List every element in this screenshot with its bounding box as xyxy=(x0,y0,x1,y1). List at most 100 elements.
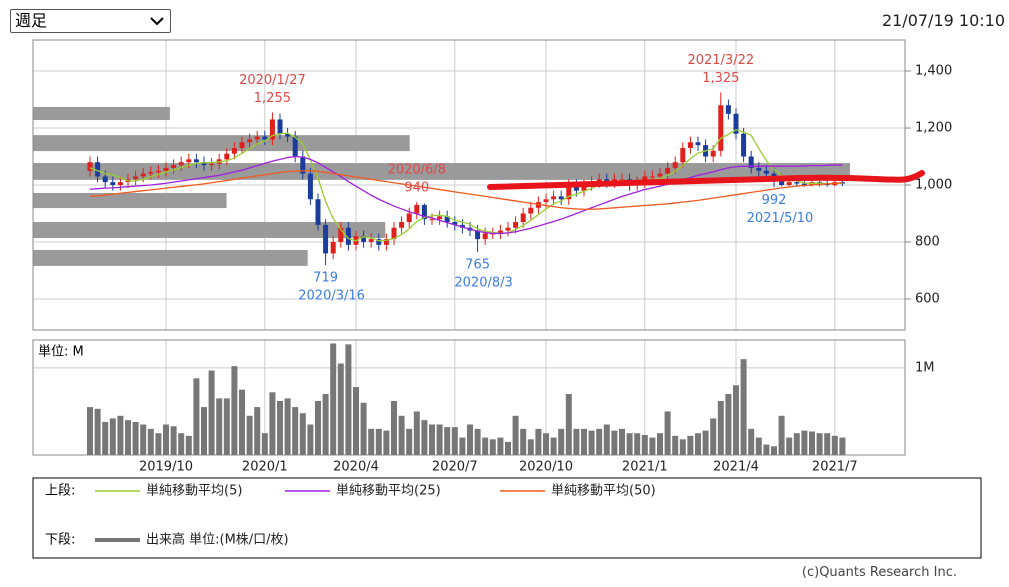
volume-bar xyxy=(201,407,207,455)
credit: (c)Quants Research Inc. xyxy=(801,565,957,580)
candle-body xyxy=(581,185,587,191)
candle-body xyxy=(680,147,686,163)
candle-body xyxy=(429,219,435,221)
volume-bar xyxy=(505,441,511,455)
annotation-value: 1,325 xyxy=(702,71,739,86)
candle-body xyxy=(665,167,671,174)
volume-bar xyxy=(368,428,375,455)
candle-body xyxy=(323,224,329,254)
volume-bar xyxy=(596,428,603,455)
volume-bar xyxy=(512,415,519,455)
volume-bar xyxy=(649,437,656,455)
candle-body xyxy=(406,213,412,223)
volume-profile-bar xyxy=(33,249,308,266)
volume-bar xyxy=(634,433,641,455)
candle-body xyxy=(642,176,648,183)
candle-body xyxy=(87,162,93,171)
annotation-date: 2020/6/8 xyxy=(388,163,446,178)
candle-body xyxy=(756,167,762,171)
x-tick-label: 2021/1 xyxy=(622,460,668,475)
x-tick-label: 2019/10 xyxy=(139,460,193,475)
volume-bar xyxy=(535,428,542,455)
candle-body xyxy=(117,182,123,185)
volume-bar xyxy=(573,428,580,455)
ma-line xyxy=(89,129,843,242)
volume-bar xyxy=(94,408,101,455)
volume-bar xyxy=(322,394,329,455)
volume-bar xyxy=(755,437,762,455)
volume-bar xyxy=(155,433,162,455)
candle-body xyxy=(178,162,184,166)
candle-body xyxy=(687,142,693,148)
annotation-value: 719 xyxy=(313,271,338,286)
volume-bar xyxy=(725,394,732,455)
volume-bar xyxy=(657,433,663,455)
candle-body xyxy=(110,182,116,185)
annotation-value: 940 xyxy=(404,181,429,196)
x-tick-label: 2020/10 xyxy=(519,460,573,475)
candle-body xyxy=(596,179,602,183)
volume-bar xyxy=(398,415,405,455)
candle-body xyxy=(277,119,283,134)
volume-bar xyxy=(603,424,610,455)
volume-bar xyxy=(581,428,587,455)
candle-body xyxy=(528,207,534,214)
candle-body xyxy=(801,183,807,185)
volume-bar xyxy=(702,430,709,455)
volume-bar xyxy=(695,433,701,455)
volume-bar xyxy=(497,437,504,455)
candle-body xyxy=(437,216,443,220)
volume-bar xyxy=(299,413,306,455)
candle-body xyxy=(383,239,389,245)
volume-bar xyxy=(717,400,724,455)
y-tick-label: 800 xyxy=(915,234,940,249)
hand-drawn-line xyxy=(487,170,925,190)
volume-bar xyxy=(588,430,595,455)
volume-bar xyxy=(87,407,93,455)
volume-bar xyxy=(353,387,359,455)
candle-body xyxy=(300,156,306,174)
legend-upper: 上段: xyxy=(45,484,75,499)
volume-bar xyxy=(543,433,549,455)
volume-bar xyxy=(337,363,344,455)
x-tick-label: 2020/1 xyxy=(242,460,288,475)
volume-profile-bar xyxy=(33,222,386,238)
volume-bar xyxy=(383,430,390,455)
volume-bar xyxy=(269,392,276,455)
legend-label: 単純移動平均(5) xyxy=(146,483,242,499)
volume-bar xyxy=(778,415,785,455)
select-value: 週足 xyxy=(15,11,48,30)
y-tick-label: 600 xyxy=(915,291,940,306)
candle-body xyxy=(505,227,511,231)
annotation-date: 2020/3/16 xyxy=(298,289,365,304)
volume-bar xyxy=(109,418,116,455)
candle-body xyxy=(725,105,731,114)
candle-body xyxy=(193,159,199,163)
candle-body xyxy=(345,227,351,245)
candle-body xyxy=(361,236,367,242)
candle-body xyxy=(794,182,800,184)
volume-bar xyxy=(626,433,633,455)
timeframe-select[interactable]: 週足 xyxy=(10,9,171,33)
y-tick-label: 1,400 xyxy=(915,64,952,79)
candle-body xyxy=(186,159,192,163)
candle-body xyxy=(95,162,101,177)
x-tick-label: 2020/4 xyxy=(333,460,379,475)
candle-body xyxy=(209,163,215,166)
candle-body xyxy=(148,172,154,174)
candle-body xyxy=(748,156,754,168)
volume-bar xyxy=(664,411,671,455)
candle-body xyxy=(741,133,747,157)
candle-body xyxy=(573,185,579,191)
candle-body xyxy=(102,176,108,183)
legend-box xyxy=(32,477,982,559)
candle-body xyxy=(171,165,177,168)
candle-body xyxy=(763,170,769,174)
candle-body xyxy=(239,142,245,148)
candle-body xyxy=(733,113,739,134)
volume-bar xyxy=(786,437,793,455)
volume-profile-bar xyxy=(33,163,851,180)
volume-bar xyxy=(429,424,435,455)
volume-bar xyxy=(687,435,694,455)
